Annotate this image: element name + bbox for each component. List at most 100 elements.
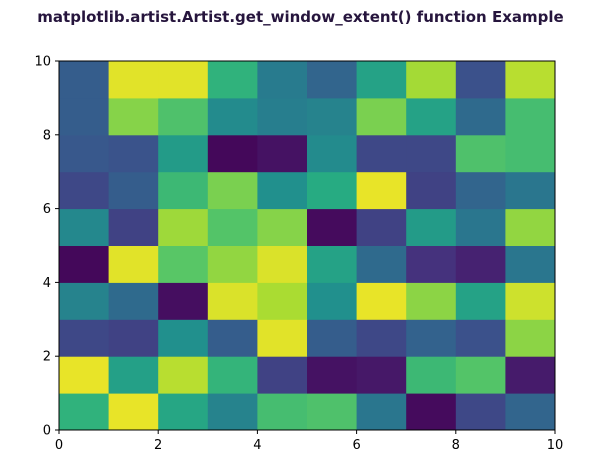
heatmap-cell xyxy=(406,134,457,173)
heatmap-cell xyxy=(59,393,110,431)
heatmap-cell xyxy=(257,245,308,283)
heatmap-cell xyxy=(108,282,159,320)
heatmap-cell xyxy=(406,245,457,283)
heatmap-cell xyxy=(59,97,110,136)
heatmap-cell xyxy=(356,319,407,357)
heatmap-cell xyxy=(505,61,556,99)
heatmap-cell xyxy=(356,97,407,136)
heatmap-cell xyxy=(455,393,506,431)
heatmap-cell xyxy=(207,319,258,357)
heatmap-cell xyxy=(108,393,159,431)
heatmap-cell xyxy=(505,393,556,431)
x-tick-label: 0 xyxy=(55,438,63,453)
heatmap-cell xyxy=(505,208,556,246)
heatmap-cell xyxy=(59,208,110,246)
heatmap-cell xyxy=(455,282,506,320)
heatmap-cell xyxy=(307,319,358,357)
heatmap-cell xyxy=(406,393,457,431)
heatmap-cell xyxy=(108,97,159,136)
heatmap-cell xyxy=(505,356,556,394)
chart-title: matplotlib.artist.Artist.get_window_exte… xyxy=(37,8,564,26)
x-tick-label: 10 xyxy=(547,438,564,453)
heatmap-cell xyxy=(307,208,358,246)
y-tick-label: 2 xyxy=(43,350,51,365)
x-tick-label: 4 xyxy=(253,438,261,453)
heatmap-cell xyxy=(257,61,308,99)
heatmap-cell xyxy=(108,134,159,173)
heatmap-cell xyxy=(207,171,258,210)
heatmap-cell xyxy=(356,134,407,173)
heatmap-cell xyxy=(406,282,457,320)
heatmap-cell xyxy=(207,208,258,246)
heatmap-cell xyxy=(59,245,110,283)
heatmap-cell xyxy=(158,245,209,283)
heatmap-cell xyxy=(307,61,358,99)
heatmap-cell xyxy=(59,134,110,173)
heatmap-cell xyxy=(158,171,209,210)
heatmap-cell xyxy=(455,97,506,136)
y-tick-label: 4 xyxy=(43,276,51,291)
heatmap-cell xyxy=(158,319,209,357)
heatmap-cell xyxy=(307,134,358,173)
heatmap-cell xyxy=(108,319,159,357)
heatmap-cell xyxy=(257,356,308,394)
heatmap-cell xyxy=(406,97,457,136)
y-tick-label: 0 xyxy=(43,424,51,439)
heatmap-cell xyxy=(207,393,258,431)
heatmap-cell xyxy=(455,356,506,394)
heatmap-cell xyxy=(455,61,506,99)
heatmap-cell xyxy=(356,282,407,320)
heatmap-cell xyxy=(356,171,407,210)
heatmap-cell xyxy=(257,134,308,173)
heatmap-cell xyxy=(158,61,209,99)
heatmap-cell xyxy=(505,171,556,210)
heatmap-cell xyxy=(505,245,556,283)
heatmap-cell xyxy=(207,97,258,136)
heatmap-cell xyxy=(158,134,209,173)
heatmap-cell xyxy=(307,393,358,431)
heatmap-cell xyxy=(406,61,457,99)
heatmap-cell xyxy=(455,245,506,283)
x-tick-label: 6 xyxy=(352,438,360,453)
heatmap-cell xyxy=(406,171,457,210)
heatmap-cell xyxy=(257,208,308,246)
x-tick-label: 8 xyxy=(452,438,460,453)
heatmap-cell xyxy=(505,319,556,357)
heatmap-cell xyxy=(257,282,308,320)
heatmap-cell xyxy=(505,282,556,320)
heatmap-cell xyxy=(158,393,209,431)
heatmap-cell xyxy=(257,171,308,210)
x-tick-label: 2 xyxy=(154,438,162,453)
heatmap-cell xyxy=(307,282,358,320)
heatmap-cell xyxy=(356,208,407,246)
heatmap-cell xyxy=(505,134,556,173)
heatmap-cell xyxy=(59,282,110,320)
heatmap-cell xyxy=(158,282,209,320)
heatmap-cell xyxy=(108,208,159,246)
heatmap-cell xyxy=(207,282,258,320)
heatmap-cell xyxy=(108,171,159,210)
y-tick-label: 6 xyxy=(43,202,51,217)
heatmap-cell xyxy=(406,319,457,357)
heatmap-cell xyxy=(406,356,457,394)
heatmap-cell xyxy=(257,97,308,136)
heatmap-cell xyxy=(356,245,407,283)
heatmap-cell xyxy=(108,356,159,394)
heatmap-cell xyxy=(307,245,358,283)
heatmap-cell xyxy=(59,61,110,99)
heatmap-cell xyxy=(307,97,358,136)
heatmap-cell xyxy=(59,171,110,210)
heatmap-cell xyxy=(356,393,407,431)
heatmap-cell xyxy=(108,245,159,283)
heatmap-cell xyxy=(158,97,209,136)
heatmap-cell xyxy=(307,171,358,210)
heatmap-cell xyxy=(59,319,110,357)
heatmap-cell xyxy=(356,356,407,394)
heatmap-cell xyxy=(158,356,209,394)
heatmap-cell xyxy=(307,356,358,394)
heatmap-cell xyxy=(455,319,506,357)
heatmap-cell xyxy=(455,208,506,246)
heatmap-cell xyxy=(158,208,209,246)
